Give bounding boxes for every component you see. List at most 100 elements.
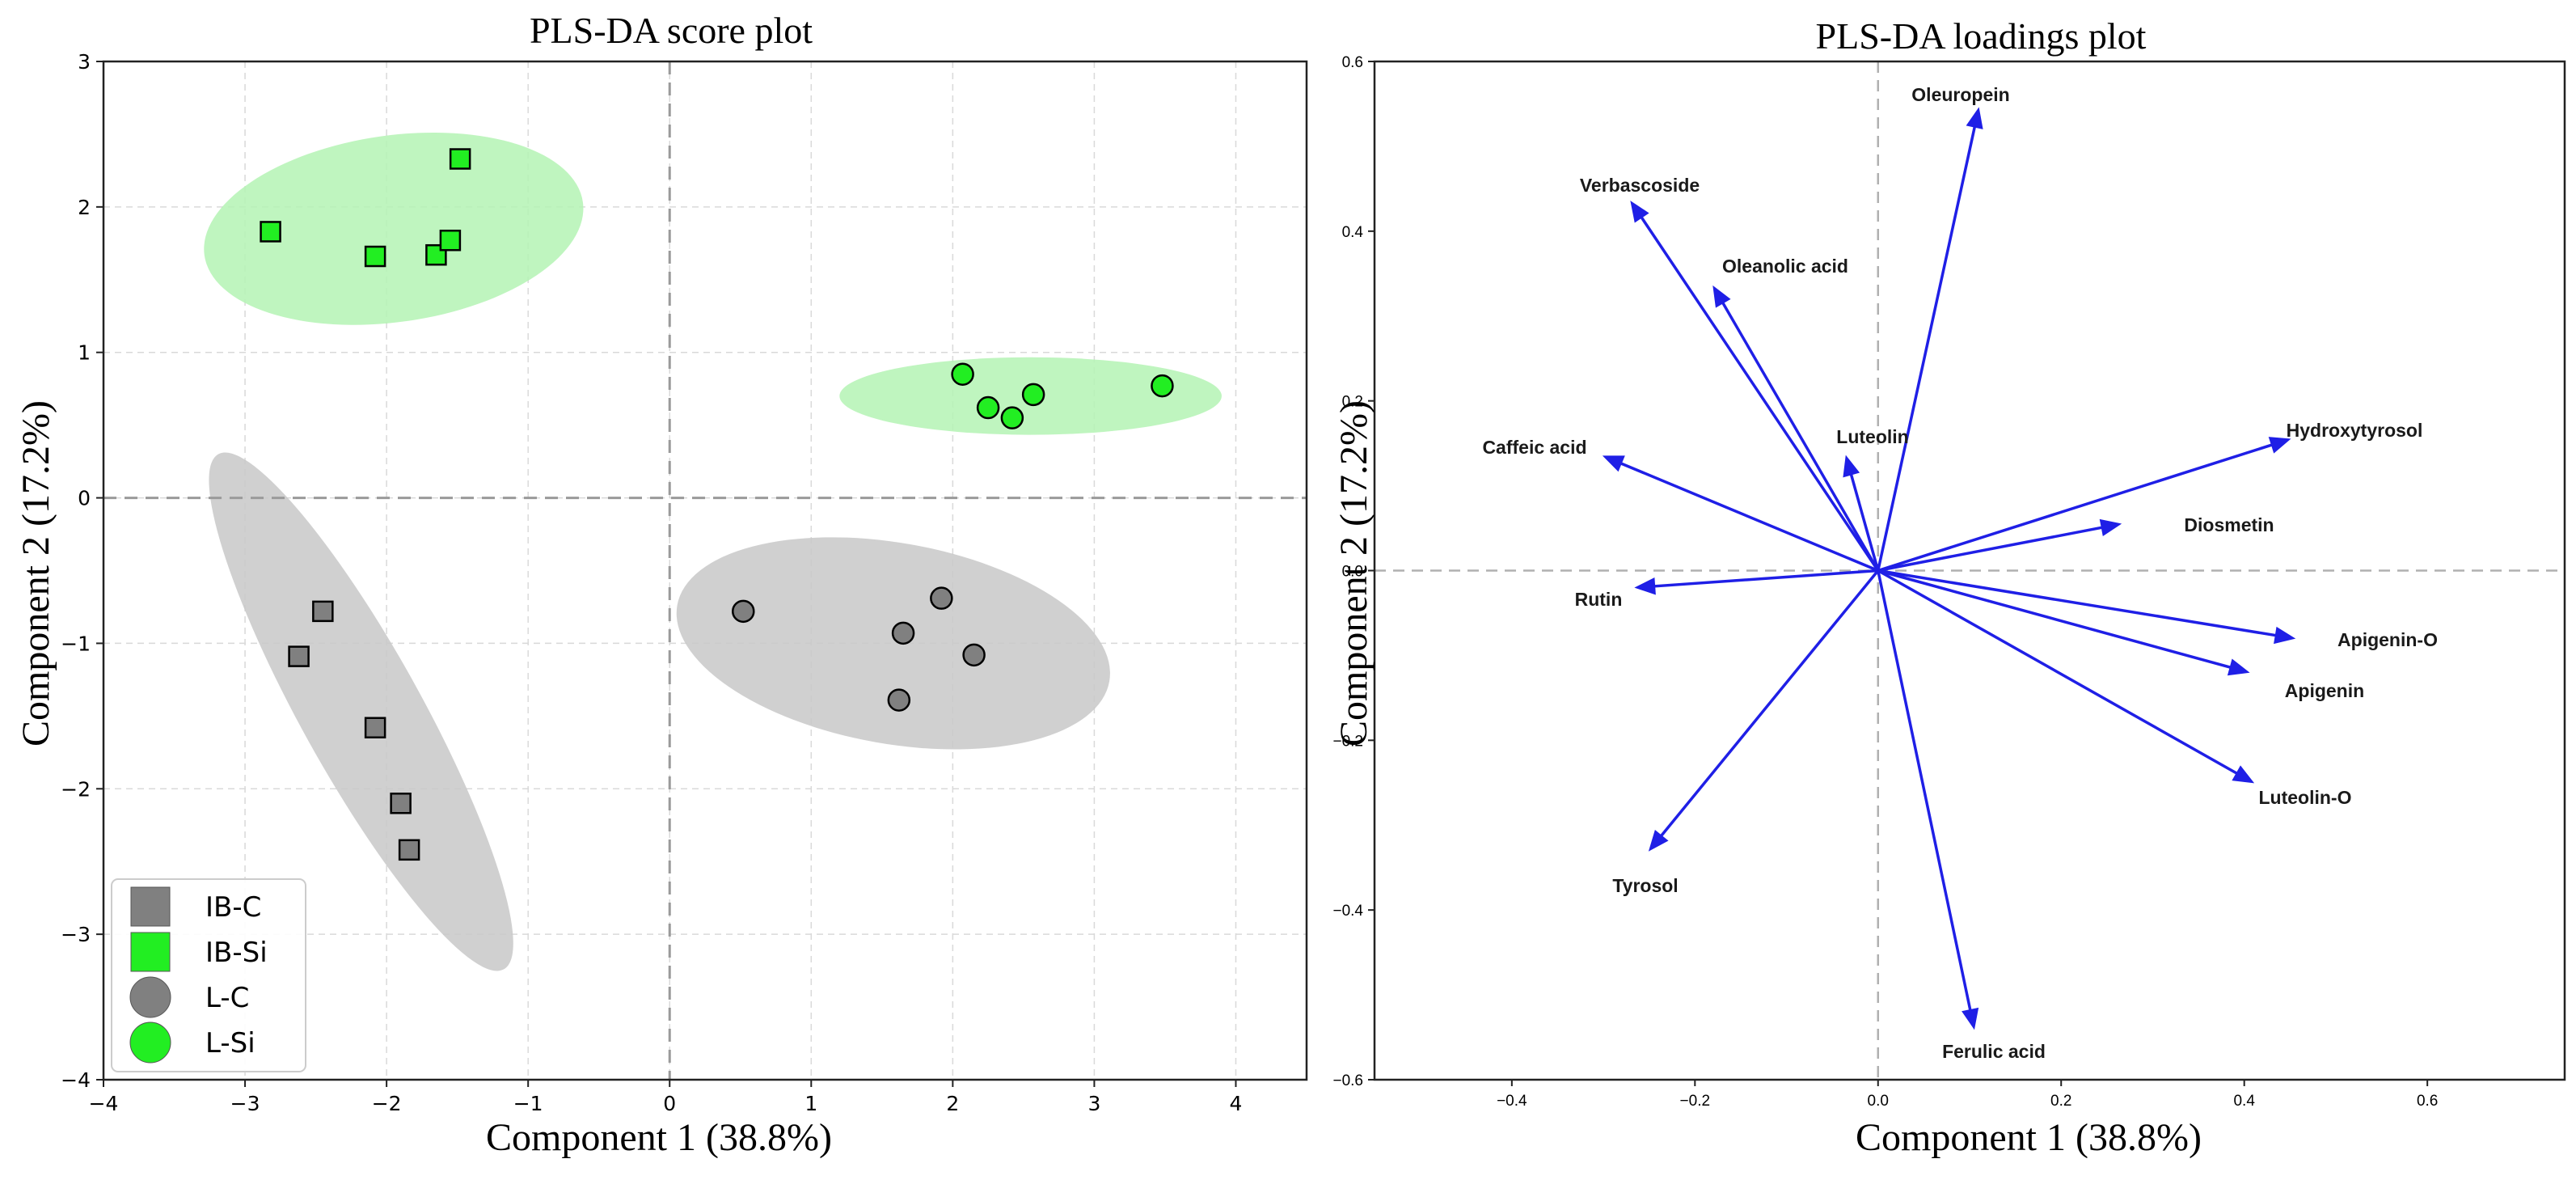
loading-arrowhead-apigenin — [2227, 658, 2250, 676]
score-x-tick-label: 3 — [1087, 1092, 1100, 1115]
loadings-y-tick-label: −0.4 — [1332, 903, 1363, 920]
legend-label-l-c: L-C — [205, 982, 249, 1014]
legend-label-l-si: L-Si — [205, 1027, 255, 1059]
point-ib-c — [398, 839, 420, 861]
loading-arrow-ferulic-acid — [1877, 570, 1972, 1010]
variable-label-caffeic-acid: Caffeic acid — [1482, 437, 1586, 458]
loadings-x-tick-label: 0.6 — [2417, 1093, 2438, 1110]
score-x-tick-label: −4 — [89, 1092, 119, 1115]
loadings-y-tick-label: −0.2 — [1332, 733, 1363, 750]
legend-label-ib-c: IB-C — [205, 891, 261, 924]
score-x-tick-label: −3 — [230, 1092, 260, 1115]
point-l-si — [1151, 374, 1174, 398]
score-y-tick-label: 2 — [78, 196, 91, 219]
score-y-tick-label: 0 — [78, 487, 91, 510]
point-ib-si — [439, 229, 462, 252]
point-l-c — [887, 688, 911, 712]
loadings-y-tick-label: 0.4 — [1342, 224, 1364, 241]
loading-arrowhead-diosmetin — [2099, 518, 2122, 536]
loading-arrowhead-rutin — [1634, 577, 1656, 595]
loading-arrow-luteolin-o — [1877, 569, 2237, 775]
loading-arrow-hydroxytyrosol — [1877, 443, 2272, 573]
point-l-si — [951, 362, 974, 386]
score-x-tick-label: −1 — [513, 1092, 543, 1115]
variable-label-hydroxytyrosol: Hydroxytyrosol — [2287, 420, 2423, 441]
loadings-plot-x-axis-label: Component 1 (38.8%) — [1856, 1116, 2202, 1159]
score-x-tick-label: 0 — [663, 1092, 676, 1115]
point-l-si — [1021, 383, 1045, 407]
variable-label-rutin: Rutin — [1575, 589, 1623, 610]
loading-arrowhead-luteolin-o — [2232, 765, 2255, 784]
score-x-tick-label: −2 — [372, 1092, 402, 1115]
loadings-x-tick-label: −0.2 — [1680, 1093, 1711, 1110]
loading-arrow-apigenin — [1877, 569, 2231, 669]
loadings-plot-arrows — [1602, 107, 2296, 1030]
variable-label-oleanolic-acid: Oleanolic acid — [1722, 256, 1848, 277]
ellipse-l-c — [676, 537, 1110, 750]
variable-label-verbascoside: Verbascoside — [1580, 175, 1700, 196]
loading-arrow-tyrosol — [1660, 569, 1880, 837]
point-ib-c — [390, 793, 412, 814]
score-plot-points — [260, 148, 1174, 861]
score-y-tick-label: 3 — [78, 50, 91, 74]
loadings-x-tick-label: −0.4 — [1497, 1093, 1527, 1110]
variable-label-tyrosol: Tyrosol — [1612, 875, 1678, 896]
loadings-plot-variable-labels: Oleuropein Verbascoside Oleanolic acid Lute… — [1482, 84, 2438, 1062]
point-ib-si — [260, 221, 281, 243]
loadings-plot-title: PLS-DA loadings plot — [1816, 15, 2147, 57]
legend-box — [111, 878, 306, 1072]
loading-arrowhead-luteolin — [1843, 455, 1860, 478]
legend-marker-ib-si — [130, 932, 171, 972]
legend-marker-l-c — [129, 976, 171, 1018]
point-ib-c — [312, 600, 334, 623]
variable-label-luteolin-o: Luteolin-O — [2259, 787, 2352, 808]
loading-arrowhead-caffeic-acid — [1602, 455, 1625, 472]
point-l-c — [732, 599, 755, 624]
point-l-c — [962, 643, 986, 667]
score-plot-axes: −4 −3 −2 −1 0 1 2 3 4 −4 −3 −2 −1 0 1 2 3 — [61, 50, 1308, 1115]
variable-label-apigenin: Apigenin — [2285, 680, 2364, 701]
score-plot-x-axis-label: Component 1 (38.8%) — [486, 1116, 832, 1159]
loading-arrowhead-apigenin-o — [2274, 626, 2296, 645]
loadings-x-tick-label: 0.4 — [2233, 1093, 2255, 1110]
variable-label-ferulic-acid: Ferulic acid — [1942, 1041, 2046, 1062]
point-l-c — [930, 586, 953, 610]
point-ib-si — [364, 245, 386, 268]
legend-marker-ib-c — [130, 886, 171, 927]
loadings-y-tick-label: −0.6 — [1332, 1072, 1363, 1089]
score-plot-ellipses — [204, 132, 1222, 971]
score-plot-panel: PLS-DA score plot −4 −3 −2 −1 0 1 2 3 4 −4 −3 −2 −1 0… — [15, 10, 1308, 1159]
score-x-tick-label: 2 — [946, 1092, 959, 1115]
variable-label-luteolin: Luteolin — [1836, 426, 1908, 447]
loading-arrowhead-verbascoside — [1630, 201, 1649, 223]
score-x-tick-label: 1 — [804, 1092, 817, 1115]
score-x-tick-label: 4 — [1230, 1092, 1243, 1115]
loading-arrow-rutin — [1654, 569, 1878, 588]
point-l-si — [1000, 406, 1024, 429]
loading-arrow-verbascoside — [1640, 217, 1880, 572]
loading-arrow-luteolin — [1849, 474, 1880, 571]
score-y-tick-label: 1 — [78, 341, 91, 365]
point-ib-c — [364, 717, 386, 738]
score-y-tick-label: −2 — [61, 777, 91, 801]
point-ib-si — [449, 148, 471, 170]
loading-arrow-oleanolic-acid — [1721, 302, 1880, 572]
loading-arrow-oleuropein — [1877, 126, 1976, 571]
legend-label-ib-si: IB-Si — [205, 937, 268, 969]
variable-label-oleuropein: Oleuropein — [1911, 84, 2009, 105]
variable-label-diosmetin: Diosmetin — [2184, 514, 2274, 535]
loadings-plot-zero-lines — [1375, 61, 2565, 1080]
loading-arrowhead-tyrosol — [1648, 829, 1669, 852]
score-plot-title: PLS-DA score plot — [530, 10, 813, 51]
loading-arrowhead-ferulic-acid — [1962, 1007, 1979, 1030]
loading-arrowhead-oleuropein — [1966, 107, 1983, 129]
score-plot-zero-lines — [103, 61, 1307, 1080]
loadings-x-tick-label: 0.2 — [2050, 1093, 2071, 1110]
loading-arrow-apigenin-o — [1877, 569, 2276, 637]
ellipse-ib-si — [204, 132, 584, 325]
loading-arrow-diosmetin — [1877, 526, 2102, 573]
loadings-y-tick-label: 0.2 — [1342, 394, 1363, 411]
score-y-tick-label: −1 — [61, 632, 91, 655]
score-plot-legend: IB-C IB-Si L-C L-Si — [111, 878, 306, 1072]
